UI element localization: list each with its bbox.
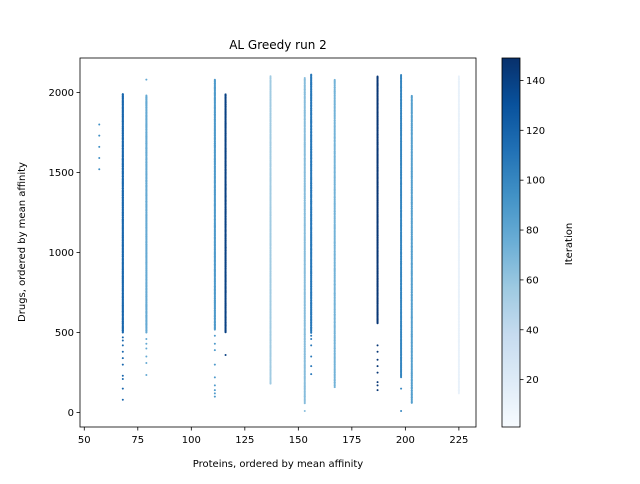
data-points bbox=[98, 73, 460, 412]
data-point bbox=[376, 75, 379, 78]
data-point bbox=[121, 344, 124, 347]
data-point bbox=[98, 157, 101, 160]
data-point bbox=[457, 322, 460, 325]
data-point bbox=[376, 389, 379, 392]
data-point bbox=[121, 350, 124, 353]
data-point bbox=[121, 339, 124, 342]
series-column bbox=[303, 76, 306, 412]
data-point bbox=[303, 409, 306, 412]
data-point bbox=[400, 387, 403, 390]
series-column bbox=[269, 75, 272, 385]
data-point bbox=[121, 398, 124, 401]
data-point bbox=[145, 361, 148, 364]
data-point bbox=[121, 93, 124, 96]
data-point bbox=[121, 357, 124, 360]
data-point bbox=[310, 355, 313, 358]
data-point bbox=[376, 350, 379, 353]
series-column bbox=[213, 78, 216, 398]
data-point bbox=[310, 373, 313, 376]
data-point bbox=[457, 346, 460, 349]
data-point bbox=[457, 327, 460, 330]
data-point bbox=[269, 246, 272, 249]
series-column bbox=[121, 93, 124, 401]
data-point bbox=[333, 78, 336, 81]
data-point bbox=[213, 384, 216, 387]
data-point bbox=[213, 363, 216, 366]
data-point bbox=[145, 78, 148, 81]
data-point bbox=[410, 94, 413, 97]
data-point bbox=[145, 373, 148, 376]
data-point bbox=[376, 381, 379, 384]
data-point bbox=[269, 78, 272, 81]
series-column bbox=[224, 93, 227, 356]
series-column bbox=[310, 73, 313, 376]
data-point bbox=[213, 78, 216, 81]
data-point bbox=[98, 145, 101, 148]
data-point bbox=[98, 168, 101, 171]
data-point bbox=[303, 126, 306, 129]
data-point bbox=[376, 371, 379, 374]
data-point bbox=[310, 337, 313, 340]
data-point bbox=[310, 365, 313, 368]
data-point bbox=[121, 377, 124, 380]
series-column bbox=[400, 73, 403, 412]
data-point bbox=[400, 73, 403, 76]
data-point bbox=[310, 334, 313, 337]
series-column bbox=[457, 75, 460, 395]
series-column bbox=[410, 94, 413, 404]
data-point bbox=[145, 355, 148, 358]
data-point bbox=[269, 75, 272, 78]
data-point bbox=[213, 389, 216, 392]
series-column bbox=[98, 123, 101, 171]
data-point bbox=[145, 94, 148, 97]
data-point bbox=[121, 374, 124, 377]
series-column bbox=[145, 78, 148, 376]
data-point bbox=[213, 334, 216, 337]
data-point bbox=[400, 409, 403, 412]
data-point bbox=[376, 365, 379, 368]
data-point bbox=[213, 376, 216, 379]
data-point bbox=[121, 363, 124, 366]
data-point bbox=[121, 336, 124, 339]
data-point bbox=[98, 123, 101, 126]
data-point bbox=[145, 342, 148, 345]
data-point bbox=[333, 334, 336, 337]
data-point bbox=[121, 387, 124, 390]
data-point bbox=[213, 342, 216, 345]
data-point bbox=[376, 358, 379, 361]
data-point bbox=[145, 347, 148, 350]
data-point bbox=[224, 353, 227, 356]
data-point bbox=[376, 344, 379, 347]
data-point bbox=[213, 392, 216, 395]
data-point bbox=[457, 331, 460, 334]
data-point bbox=[224, 93, 227, 96]
data-point bbox=[145, 337, 148, 340]
data-point bbox=[213, 349, 216, 352]
data-point bbox=[303, 76, 306, 79]
data-point bbox=[310, 344, 313, 347]
data-point bbox=[333, 119, 336, 122]
series-column bbox=[376, 75, 379, 392]
data-point bbox=[98, 134, 101, 137]
data-point bbox=[333, 147, 336, 150]
data-point bbox=[310, 73, 313, 76]
data-point bbox=[376, 384, 379, 387]
data-point bbox=[213, 395, 216, 398]
series-column bbox=[333, 78, 336, 389]
data-point bbox=[269, 167, 272, 170]
